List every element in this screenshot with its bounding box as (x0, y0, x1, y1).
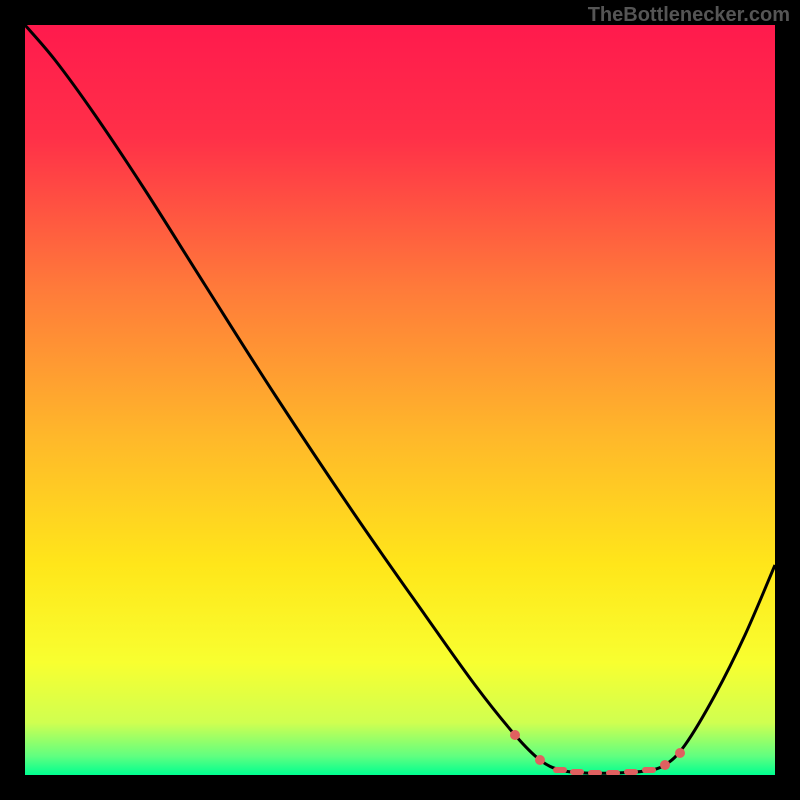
watermark-text: TheBottlenecker.com (588, 4, 790, 27)
bottleneck-curve (25, 25, 775, 775)
plot-area (25, 25, 775, 775)
curve-line (25, 25, 775, 773)
chart-container: TheBottlenecker.com (0, 0, 800, 800)
